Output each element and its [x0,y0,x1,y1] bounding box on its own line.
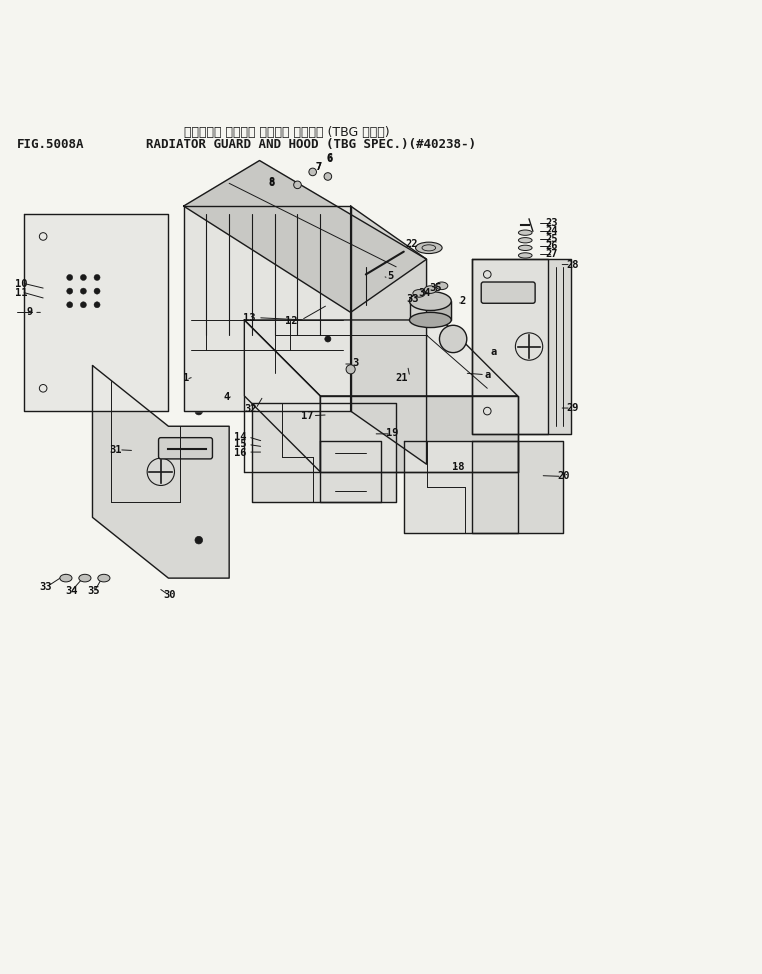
Ellipse shape [309,169,316,175]
Circle shape [195,537,203,543]
Text: 28: 28 [566,259,578,270]
Text: 21: 21 [395,373,408,384]
Text: 18: 18 [452,462,465,471]
Text: 34: 34 [418,288,431,298]
Text: 10: 10 [15,279,27,288]
Circle shape [94,302,100,308]
Polygon shape [184,161,427,313]
Text: 35: 35 [430,283,442,293]
Polygon shape [410,301,451,320]
Polygon shape [404,441,517,533]
Ellipse shape [324,172,331,180]
Polygon shape [245,320,320,471]
Circle shape [67,302,72,308]
FancyBboxPatch shape [158,437,213,459]
Text: ラジエータ ガード・ オヨビ・ フード・ (TBG ショウ): ラジエータ ガード・ オヨビ・ フード・ (TBG ショウ) [184,127,389,139]
Ellipse shape [518,238,532,243]
Ellipse shape [436,282,448,289]
Polygon shape [472,259,571,433]
Text: 15: 15 [233,439,246,449]
Polygon shape [472,441,563,533]
Text: 24: 24 [546,226,558,236]
Text: 8: 8 [268,177,275,187]
Text: 22: 22 [405,239,418,249]
Circle shape [94,288,100,294]
Text: 26: 26 [546,242,558,251]
FancyBboxPatch shape [482,282,535,303]
Circle shape [80,288,86,294]
Text: 17: 17 [301,411,314,421]
Ellipse shape [60,575,72,581]
Text: a: a [490,347,497,356]
Text: 11: 11 [15,288,27,298]
Circle shape [325,336,331,342]
Polygon shape [351,206,427,465]
Text: 4: 4 [224,393,230,402]
Polygon shape [320,441,381,503]
Ellipse shape [413,289,425,297]
Text: 25: 25 [546,234,558,244]
Polygon shape [252,403,396,503]
Circle shape [67,275,72,281]
Text: 33: 33 [39,582,52,592]
Circle shape [80,275,86,281]
Circle shape [80,302,86,308]
Ellipse shape [98,575,110,581]
Polygon shape [245,320,517,395]
Text: 14: 14 [233,431,246,442]
Text: 34: 34 [65,586,78,596]
Text: 16: 16 [233,448,246,458]
Text: 33: 33 [407,294,419,304]
Text: 3: 3 [352,358,358,368]
Polygon shape [92,365,229,579]
Text: 6: 6 [326,154,332,164]
Text: 12: 12 [285,317,298,326]
Ellipse shape [293,181,301,189]
Text: 30: 30 [164,590,176,600]
Text: 1: 1 [183,373,189,384]
Text: 19: 19 [386,429,399,438]
Ellipse shape [518,253,532,258]
Ellipse shape [415,243,442,253]
Text: 20: 20 [557,470,569,480]
Text: 31: 31 [109,445,121,455]
Text: a: a [484,370,491,380]
Ellipse shape [518,230,532,236]
Circle shape [94,275,100,281]
Text: 13: 13 [242,314,255,323]
Text: 7: 7 [315,163,322,172]
Text: FIG.5008A: FIG.5008A [17,137,84,151]
Text: 9: 9 [27,308,33,318]
Ellipse shape [346,365,355,374]
Polygon shape [184,206,351,411]
Ellipse shape [409,291,451,311]
Circle shape [195,407,203,415]
Ellipse shape [424,285,437,293]
Text: 32: 32 [244,404,257,414]
Text: RADIATOR GUARD AND HOOD (TBG SPEC.)(#40238-): RADIATOR GUARD AND HOOD (TBG SPEC.)(#402… [146,137,475,151]
Text: 29: 29 [566,403,578,413]
Text: 2: 2 [460,296,466,306]
Polygon shape [320,395,517,471]
Ellipse shape [78,575,91,581]
Text: 5: 5 [387,271,393,281]
Text: 7: 7 [315,162,322,171]
Text: 6: 6 [326,153,332,164]
Ellipse shape [518,245,532,250]
Circle shape [67,288,72,294]
Polygon shape [24,213,168,411]
Polygon shape [472,259,548,433]
Text: 8: 8 [268,178,275,188]
Text: 35: 35 [88,586,101,596]
Circle shape [440,325,467,353]
Text: 27: 27 [546,249,558,259]
Ellipse shape [409,313,451,327]
Text: 23: 23 [546,218,558,228]
